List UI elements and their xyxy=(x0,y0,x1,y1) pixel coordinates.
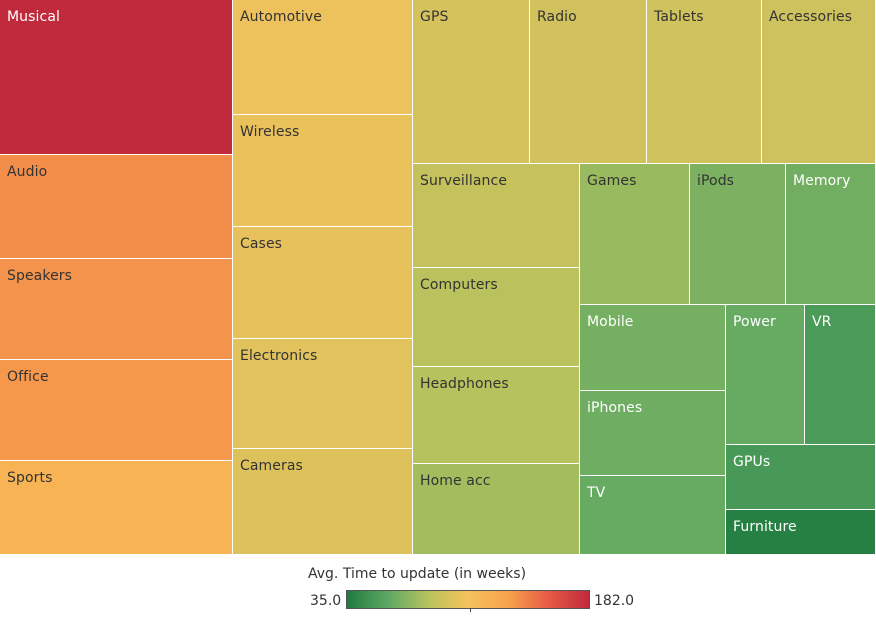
treemap-tile[interactable]: Electronics xyxy=(233,339,413,449)
treemap-tile[interactable]: Headphones xyxy=(413,367,580,464)
treemap-tile[interactable]: Computers xyxy=(413,268,580,367)
tile-label: iPods xyxy=(697,173,735,189)
treemap-tile[interactable]: Games xyxy=(580,164,690,305)
treemap-area: Musical Audio Speakers Office Sports Automoti… xyxy=(0,0,876,555)
tile-label: Furniture xyxy=(733,519,797,535)
treemap-tile[interactable]: Wireless xyxy=(233,115,413,227)
treemap-tile[interactable]: Surveillance xyxy=(413,164,580,268)
treemap-tile[interactable]: GPUs xyxy=(726,445,876,510)
tile-label: Office xyxy=(7,369,49,385)
treemap-tile[interactable]: Mobile xyxy=(580,305,726,391)
treemap-tile[interactable]: Automotive xyxy=(233,0,413,115)
tile-label: Surveillance xyxy=(420,173,508,189)
tile-label: Mobile xyxy=(587,314,634,330)
tile-label: Tablets xyxy=(654,9,704,25)
legend-title: Avg. Time to update (in weeks) xyxy=(308,566,527,582)
tile-label: TV xyxy=(587,485,606,501)
treemap-tile[interactable]: Audio xyxy=(0,155,233,259)
treemap-tile[interactable]: Memory xyxy=(786,164,876,305)
legend-max-label: 182.0 xyxy=(594,593,635,609)
treemap-tile[interactable]: Musical xyxy=(0,0,233,155)
tile-label: Speakers xyxy=(7,268,73,284)
legend-gradient-bar xyxy=(346,590,590,609)
treemap-tile[interactable]: Tablets xyxy=(647,0,762,164)
tile-label: Audio xyxy=(7,164,48,180)
treemap-tile[interactable]: GPS xyxy=(413,0,530,164)
treemap-tile[interactable]: Power xyxy=(726,305,805,445)
treemap-tile[interactable]: iPods xyxy=(690,164,786,305)
tile-label: Wireless xyxy=(240,124,300,140)
tile-label: GPUs xyxy=(733,454,771,470)
tile-label: Electronics xyxy=(240,348,318,364)
tile-label: Games xyxy=(587,173,637,189)
treemap-tile[interactable]: TV xyxy=(580,476,726,555)
tile-label: VR xyxy=(812,314,832,330)
tile-label: Computers xyxy=(420,277,498,293)
tile-label: Accessories xyxy=(769,9,853,25)
treemap-tile[interactable]: iPhones xyxy=(580,391,726,476)
tile-label: Automotive xyxy=(240,9,322,25)
tile-label: Headphones xyxy=(420,376,509,392)
treemap-tile[interactable]: VR xyxy=(805,305,876,445)
tile-label: Cameras xyxy=(240,458,303,474)
tile-label: Sports xyxy=(7,470,53,486)
treemap-tile[interactable]: Radio xyxy=(530,0,647,164)
treemap-tile[interactable]: Home acc xyxy=(413,464,580,555)
treemap-tile[interactable]: Cases xyxy=(233,227,413,339)
tile-label: iPhones xyxy=(587,400,643,416)
treemap-tile[interactable]: Furniture xyxy=(726,510,876,555)
tile-label: Cases xyxy=(240,236,283,252)
tile-label: Musical xyxy=(7,9,61,25)
legend-min-label: 35.0 xyxy=(310,593,342,609)
treemap-tile[interactable]: Speakers xyxy=(0,259,233,360)
tile-label: Home acc xyxy=(420,473,491,489)
tile-label: Memory xyxy=(793,173,851,189)
treemap-tile[interactable]: Office xyxy=(0,360,233,461)
treemap-tile[interactable]: Accessories xyxy=(762,0,876,164)
tile-label: Power xyxy=(733,314,776,330)
treemap-tile[interactable]: Sports xyxy=(0,461,233,555)
tile-label: GPS xyxy=(420,9,449,25)
legend-marker xyxy=(470,608,471,612)
treemap-tile[interactable]: Cameras xyxy=(233,449,413,555)
tile-label: Radio xyxy=(537,9,577,25)
